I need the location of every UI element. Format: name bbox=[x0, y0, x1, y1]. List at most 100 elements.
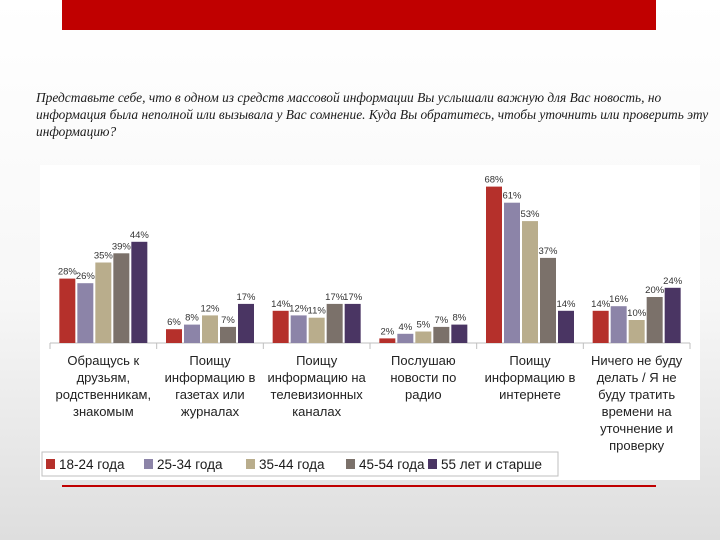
category-label: Ничего не буду bbox=[591, 353, 683, 368]
category-label: интернете bbox=[499, 387, 561, 402]
data-label: 12% bbox=[289, 303, 309, 314]
legend-box bbox=[41, 451, 559, 477]
data-label: 37% bbox=[538, 246, 558, 257]
category-label: Поищу bbox=[509, 353, 551, 368]
bar bbox=[95, 262, 112, 343]
data-label: 2% bbox=[380, 326, 394, 337]
data-label: 10% bbox=[627, 308, 647, 319]
data-label: 26% bbox=[76, 271, 96, 282]
bar bbox=[558, 310, 574, 343]
legend-label: 55 лет и старше bbox=[441, 457, 542, 472]
category-label: информацию на bbox=[268, 370, 367, 385]
bar bbox=[166, 329, 182, 343]
data-label: 12% bbox=[200, 303, 220, 314]
data-label: 28% bbox=[58, 267, 78, 278]
category-label: знакомым bbox=[73, 404, 134, 419]
bar bbox=[451, 324, 468, 343]
category-label: родственникам, bbox=[56, 387, 152, 402]
legend-swatch bbox=[428, 459, 437, 469]
category-label: друзьям, bbox=[77, 370, 131, 385]
bar bbox=[504, 202, 520, 343]
grouped-bar-chart: 28%26% 35%39%44% Обращусь к друзьям, родстве… bbox=[41, 175, 691, 477]
bar bbox=[59, 278, 76, 343]
category-label: каналах bbox=[292, 404, 341, 419]
category-label: Поищу bbox=[189, 353, 231, 368]
legend-swatch bbox=[144, 459, 153, 469]
bar bbox=[308, 317, 325, 343]
survey-question: Представьте себе, что в одном из средств… bbox=[36, 90, 709, 139]
category-label: радио bbox=[405, 387, 442, 402]
chart-panel: 28% 26% 35% 39% 44% Обращусь к друзьям, родстве… bbox=[40, 165, 700, 480]
bar bbox=[290, 315, 307, 343]
bar bbox=[113, 253, 130, 343]
bar bbox=[592, 310, 609, 343]
category-label: газетах или bbox=[175, 387, 244, 402]
bar bbox=[397, 333, 414, 343]
top-accent-bar bbox=[62, 0, 656, 30]
legend-label: 45-54 года bbox=[359, 457, 425, 472]
category-label: Обращусь к bbox=[67, 353, 139, 368]
bar bbox=[646, 297, 663, 343]
category-label: буду тратить bbox=[598, 387, 675, 402]
bar bbox=[131, 241, 148, 343]
data-label: 53% bbox=[520, 209, 540, 220]
bar bbox=[379, 338, 396, 343]
data-label: 35% bbox=[94, 251, 114, 262]
data-label: 14% bbox=[271, 299, 291, 310]
category-label: проверку bbox=[609, 438, 665, 453]
data-label: 68% bbox=[484, 175, 504, 186]
bar bbox=[272, 310, 289, 343]
data-label: 39% bbox=[112, 241, 132, 252]
bar bbox=[344, 303, 361, 343]
data-label: 24% bbox=[663, 276, 683, 287]
data-label: 5% bbox=[416, 320, 430, 331]
data-label: 17% bbox=[343, 292, 363, 303]
category-label: Поищу bbox=[296, 353, 338, 368]
bar bbox=[522, 221, 538, 343]
bar bbox=[610, 306, 627, 343]
bar bbox=[664, 287, 681, 343]
data-label: 16% bbox=[609, 294, 629, 305]
legend-swatch bbox=[246, 459, 255, 469]
bottom-accent-line bbox=[62, 485, 656, 487]
category-label: информацию в bbox=[165, 370, 256, 385]
category-label: уточнение и bbox=[600, 421, 673, 436]
bar bbox=[433, 326, 450, 343]
data-label: 44% bbox=[130, 230, 150, 241]
category-label: информацию в bbox=[485, 370, 576, 385]
category-label: времени на bbox=[602, 404, 673, 419]
data-label: 17% bbox=[325, 292, 345, 303]
category-label: новости по bbox=[390, 370, 456, 385]
data-label: 14% bbox=[556, 299, 576, 310]
data-label: 7% bbox=[221, 315, 235, 326]
data-label: 8% bbox=[185, 313, 199, 324]
data-label: 17% bbox=[236, 292, 256, 303]
category-label: делать / Я не bbox=[597, 370, 677, 385]
legend-label: 35-44 года bbox=[259, 457, 325, 472]
legend-label: 18-24 года bbox=[59, 457, 125, 472]
data-label: 11% bbox=[308, 306, 327, 317]
legend-swatch bbox=[346, 459, 355, 469]
bar bbox=[184, 324, 200, 343]
category-label: телевизионных bbox=[271, 387, 364, 402]
category-label: журналах bbox=[181, 404, 240, 419]
bar bbox=[220, 326, 236, 343]
category-label: Послушаю bbox=[391, 353, 456, 368]
data-label: 20% bbox=[645, 285, 665, 296]
data-label: 4% bbox=[398, 322, 412, 333]
data-label: 61% bbox=[502, 191, 522, 202]
bar bbox=[628, 320, 645, 343]
data-label: 7% bbox=[434, 315, 448, 326]
data-label: 8% bbox=[452, 313, 466, 324]
bar bbox=[486, 186, 502, 343]
data-label: 14% bbox=[591, 299, 611, 310]
bar bbox=[415, 331, 432, 343]
bar bbox=[77, 283, 94, 343]
data-label: 6% bbox=[167, 317, 181, 328]
bar bbox=[202, 315, 218, 343]
bar bbox=[238, 303, 254, 343]
bar bbox=[540, 257, 556, 343]
legend-swatch bbox=[46, 459, 55, 469]
legend-label: 25-34 года bbox=[157, 457, 223, 472]
bar bbox=[326, 303, 343, 343]
